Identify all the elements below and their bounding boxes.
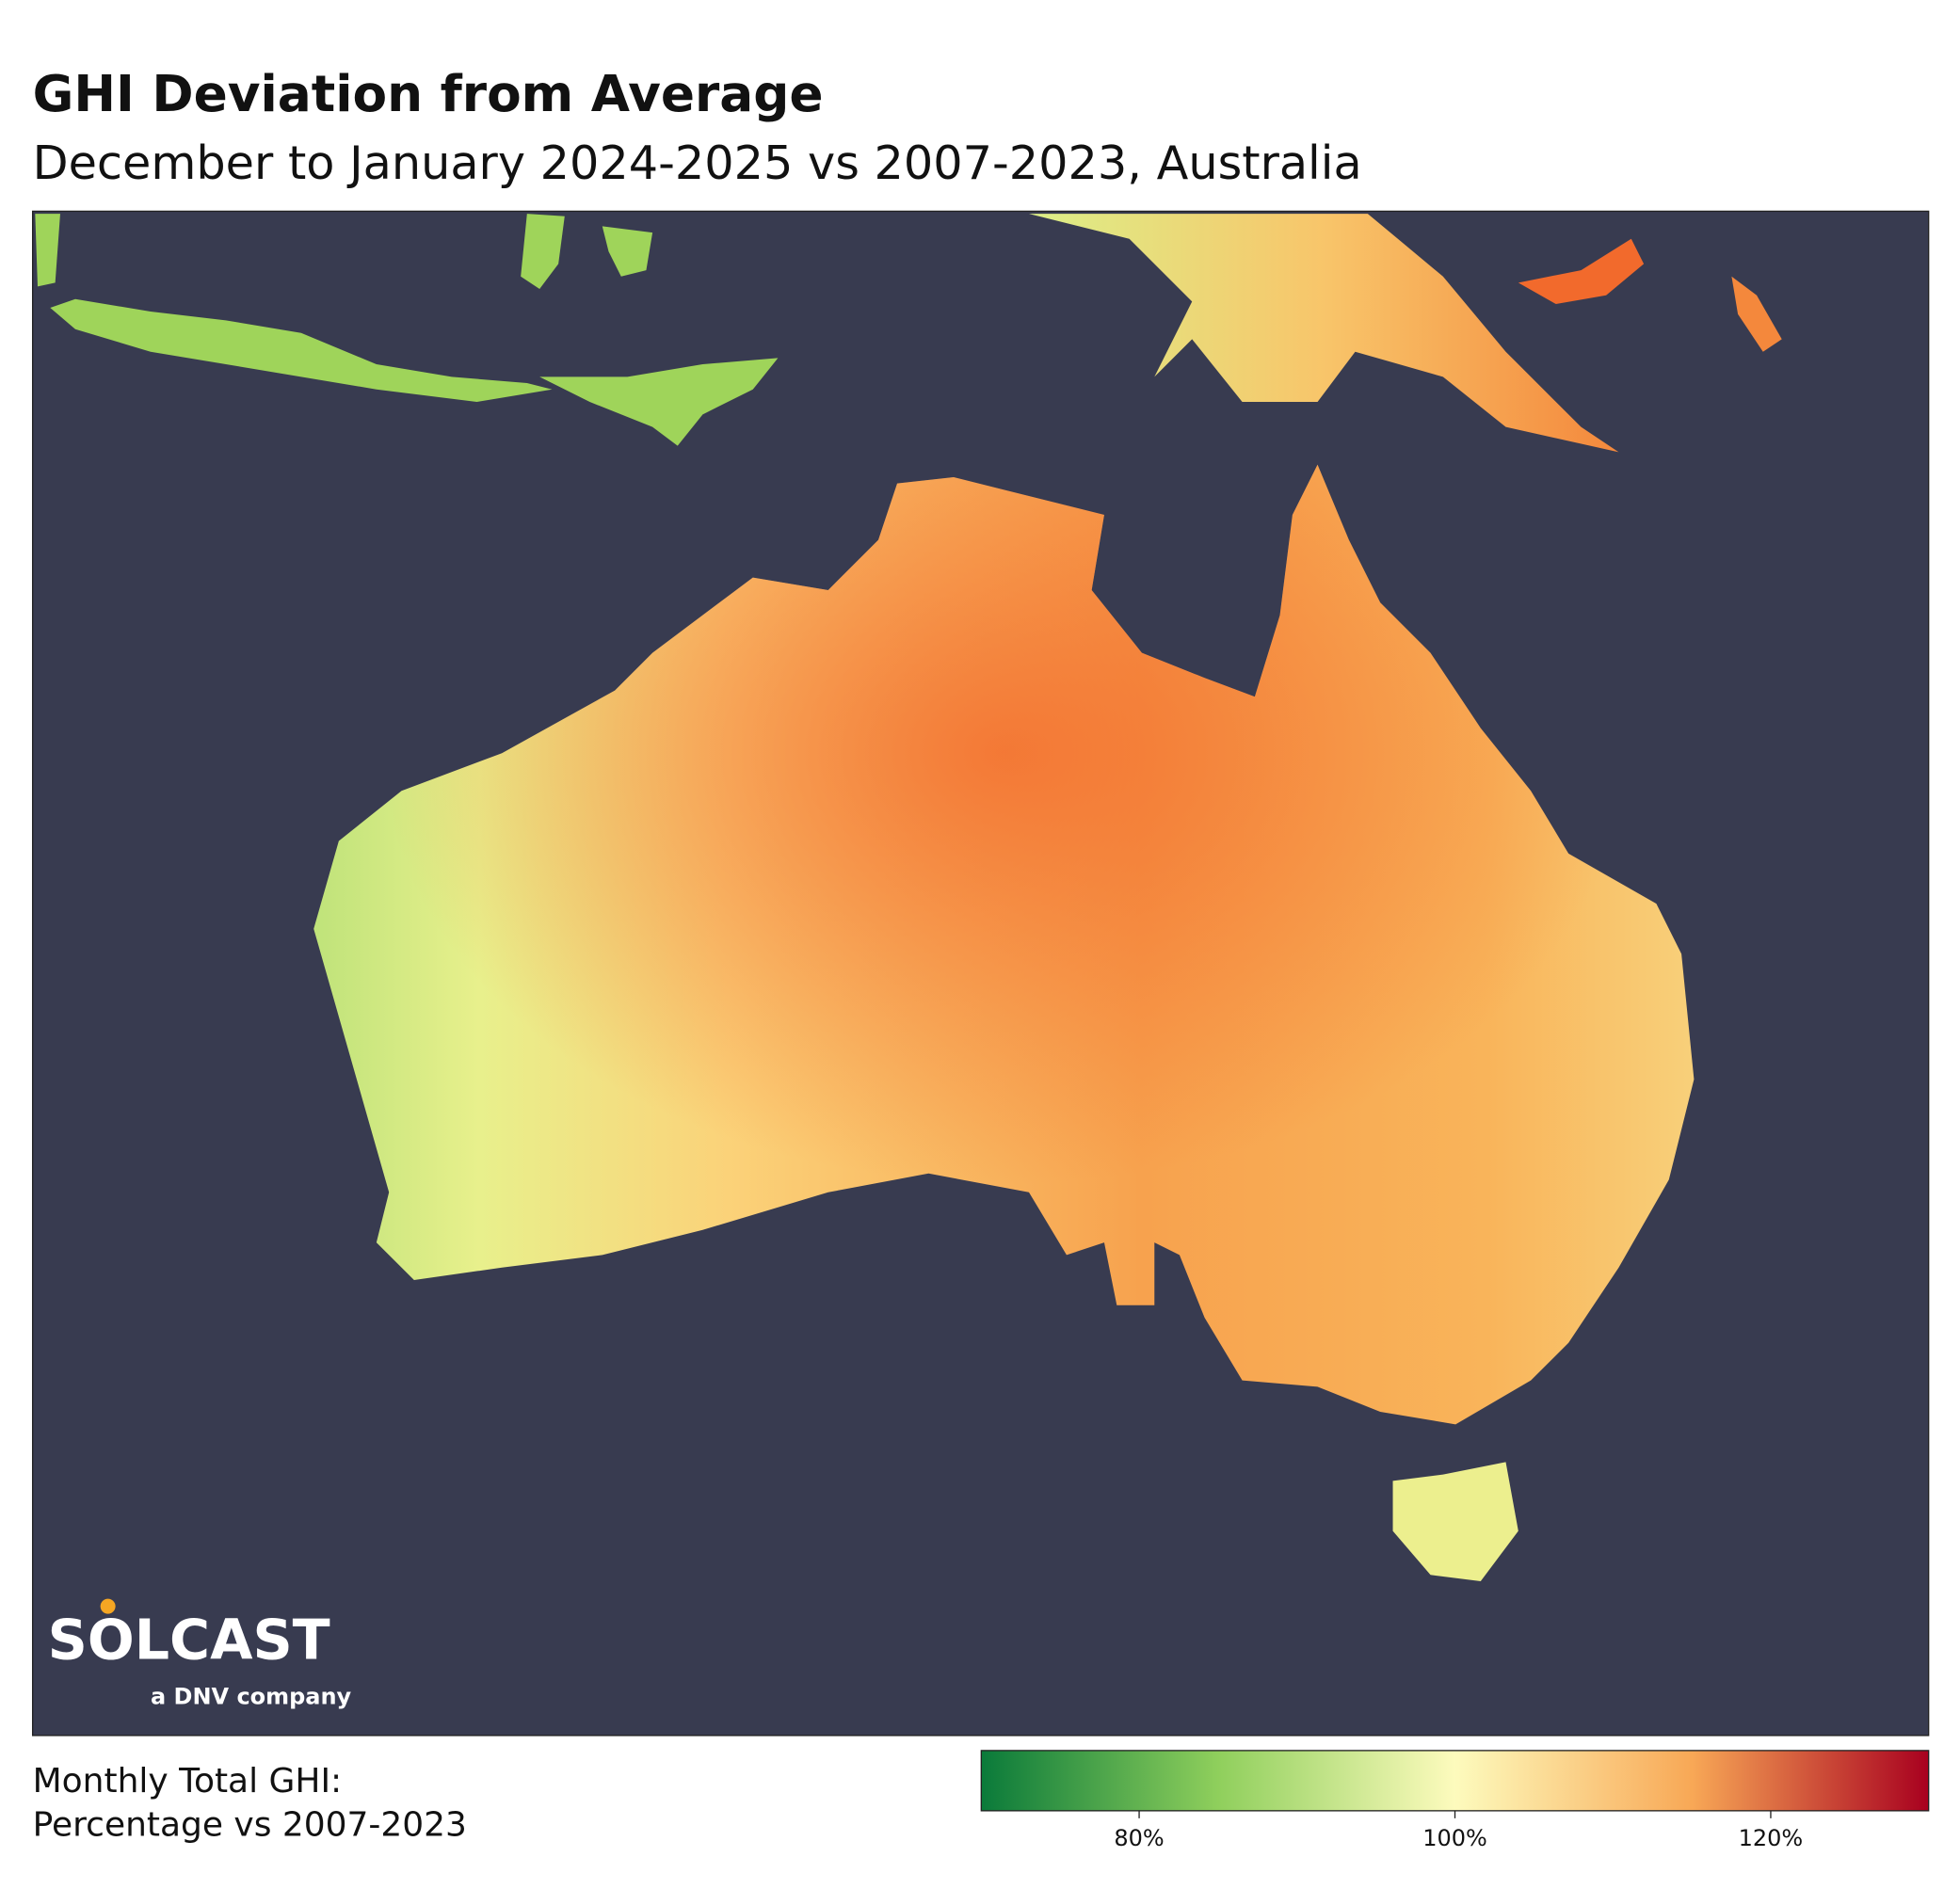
subtitle: December to January 2024-2025 vs 2007-20… [33, 136, 1362, 190]
title: GHI Deviation from Average [33, 65, 824, 123]
png [1028, 214, 1619, 453]
solomon [1731, 276, 1782, 352]
tasmania [1392, 1462, 1518, 1581]
borneo-south [521, 214, 565, 290]
colorbar-tick-label: 80% [1114, 1825, 1164, 1851]
sumatra [35, 214, 60, 287]
logo-tagline: a DNV company [151, 1684, 352, 1710]
sulawesi [602, 226, 653, 277]
australia-hot [313, 464, 1695, 1425]
colorbar-tick-label: 100% [1422, 1825, 1487, 1851]
logo: SOLCAST a DNV company [48, 1598, 352, 1710]
colorbar-tick-label: 120% [1739, 1825, 1804, 1851]
legend-label: Monthly Total GHI: [33, 1762, 343, 1801]
map: SOLCAST a DNV company [31, 210, 1930, 1737]
colorbar [980, 1750, 1930, 1812]
new-britain [1518, 238, 1645, 305]
legend-label: Percentage vs 2007-2023 [33, 1806, 467, 1845]
indonesia [50, 298, 553, 403]
logo-name: SOLCAST [48, 1609, 330, 1673]
indonesia [539, 358, 779, 446]
logo-sun [100, 1598, 116, 1614]
